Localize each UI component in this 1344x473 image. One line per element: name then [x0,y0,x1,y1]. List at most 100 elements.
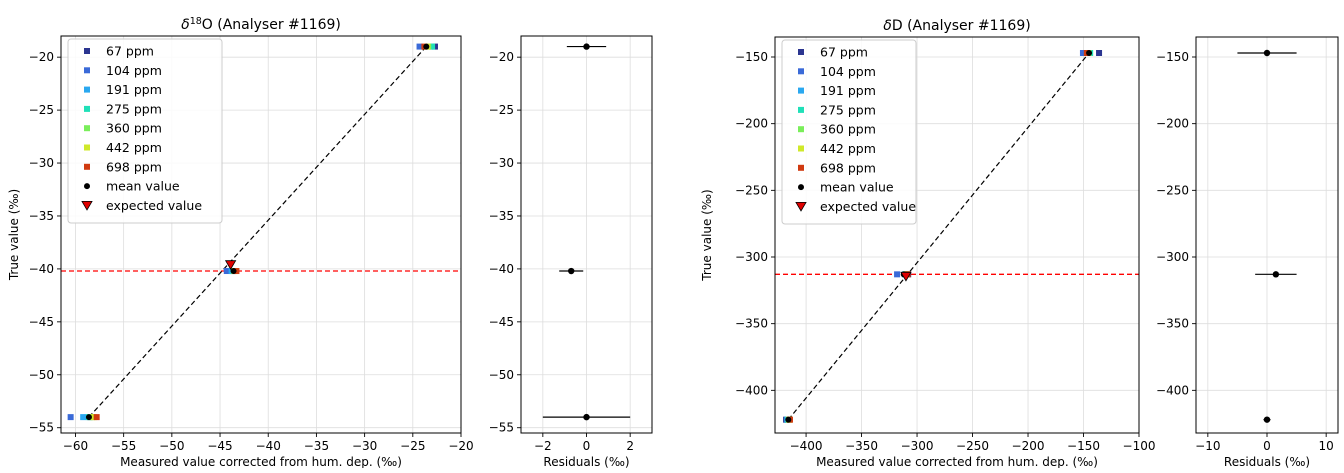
x-axis-label: Measured value corrected from hum. dep. … [120,455,402,468]
legend-label: mean value [820,180,894,195]
x-tick-label: −35 [304,439,329,453]
x-tick-label: −55 [111,439,136,453]
residual-point [1272,271,1280,278]
legend-marker [798,87,804,94]
legend-marker [795,201,807,212]
legend-label: 104 ppm [820,64,876,79]
y-tick-label: −20 [489,50,514,64]
y-tick-label: −45 [29,315,54,329]
legend-box [67,38,223,224]
legend-label: 442 ppm [106,140,162,155]
x-tick-label: −30 [352,439,377,453]
y-tick-label: −350 [735,317,768,331]
y-tick-label: −200 [735,117,768,131]
legend-label: 698 ppm [820,160,876,175]
legend-entry: mean value [798,180,894,195]
x-tick-label: −40 [256,439,281,453]
data-point-104-ppm [894,271,901,278]
y-tick-label: −300 [735,250,768,264]
residual-point [583,413,590,421]
x-tick-label: −300 [901,439,934,453]
x-tick-label: −100 [1123,439,1156,453]
x-tick-label: −60 [63,439,88,453]
legend-marker [798,145,804,152]
data-point-191-ppm [80,414,87,421]
y-axis-label: True value (‰) [7,189,21,281]
y-tick-label: −45 [489,315,514,329]
legend-label: 360 ppm [106,121,162,136]
legend-box [781,39,917,225]
legend-marker [84,86,90,93]
mean-point [785,416,792,423]
legend-label: expected value [106,198,202,213]
legend-label: 275 ppm [106,101,162,116]
x-tick-label: −45 [207,439,232,453]
y-tick-label: −30 [489,156,514,170]
data-point-67-ppm [1096,50,1103,56]
legend-entry: 67 ppm [798,45,868,60]
legend-label: 360 ppm [820,122,876,137]
mean-point [1086,50,1093,56]
legend-label: 698 ppm [106,159,162,174]
legend-marker [84,125,90,132]
legend-marker [798,106,804,113]
y-tick-label: −400 [1156,383,1189,397]
legend-marker [798,68,804,75]
mean-point [85,414,92,421]
legend-entry: 104 ppm [798,64,876,79]
x-tick-label: −400 [790,439,823,453]
y-tick-label: −50 [29,368,54,382]
axes-frame [774,36,1140,434]
x-tick-label: 2 [626,439,634,453]
y-axis-label: True value (‰) [700,189,714,281]
legend-marker [84,48,90,54]
legend-label: 191 ppm [820,83,876,98]
y-tick-label: −150 [1156,50,1189,64]
y-tick-label: −35 [29,209,54,223]
expected-point [224,260,237,270]
y-tick-label: −40 [29,262,54,276]
legend-marker [84,105,90,112]
legend-entry: 275 ppm [798,102,876,117]
legend-entry: 442 ppm [84,140,162,155]
dD-calibration-plot: −400 −350 −300 −250 −200 −150 −100 −400 −350 −300… [700,18,1156,469]
y-tick-label: −400 [735,383,768,397]
y-tick-label: −200 [1156,117,1189,131]
legend-entry: 360 ppm [798,122,876,137]
legend-marker [84,144,90,151]
legend-label: mean value [106,179,180,194]
legend-label: 67 ppm [106,44,154,59]
legend-entry: 360 ppm [84,121,162,136]
chart-title: δ18O (Analyser #1169) [181,16,341,33]
x-tick-label: 0 [1263,439,1271,453]
chart-title: δD (Analyser #1169) [883,18,1030,34]
legend-label: expected value [820,199,916,214]
x-tick-label: 0 [583,439,591,453]
legend-entry: 698 ppm [798,160,876,175]
legend-label: 191 ppm [106,82,162,97]
y-tick-label: −250 [1156,183,1189,197]
legend-label: 67 ppm [820,45,868,60]
legend-marker [798,49,804,55]
data-point-104-ppm [223,268,230,275]
y-tick-label: −55 [489,421,514,435]
legend-marker [84,67,90,74]
axes-frame [1195,36,1339,434]
y-tick-label: −20 [29,50,54,64]
residual-point [1263,416,1271,423]
expected-point [900,271,912,282]
legend: 67 ppm 104 ppm 191 ppm 275 ppm 360 ppm 442 pp… [67,38,223,224]
data-point-104-ppm [67,414,74,421]
legend-marker [84,163,90,170]
legend: 67 ppm 104 ppm 191 ppm 275 ppm 360 ppm 442 pp… [781,39,917,225]
legend-marker [84,183,90,190]
legend-entry: 67 ppm [84,44,154,59]
data-point-104-ppm [1079,50,1086,56]
mean-point [230,268,237,275]
legend-entry: 698 ppm [84,159,162,174]
x-tick-label: −200 [1012,439,1045,453]
y-tick-label: −55 [29,421,54,435]
x-axis-label: Measured value corrected from hum. dep. … [816,455,1098,468]
legend-entry: 275 ppm [84,101,162,116]
